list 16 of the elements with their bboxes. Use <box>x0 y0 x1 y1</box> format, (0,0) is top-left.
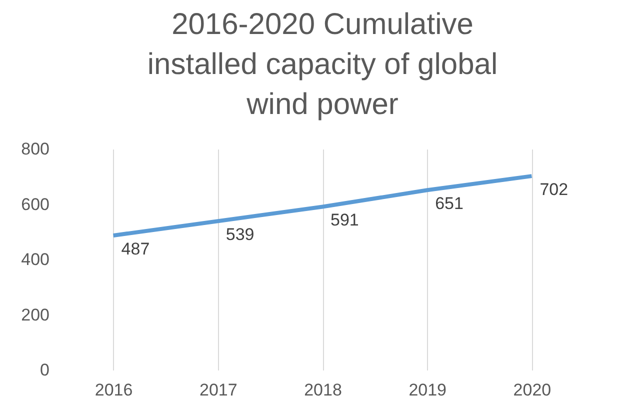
chart-title: 2016-2020 Cumulative installed capacity of global wind power <box>147 8 498 121</box>
y-tick-label: 600 <box>21 194 50 214</box>
data-label: 591 <box>330 210 359 230</box>
data-label: 702 <box>540 180 568 200</box>
y-tick-label: 200 <box>21 305 50 324</box>
x-tick-label: 2020 <box>513 380 552 400</box>
x-tick-label: 2017 <box>199 380 238 400</box>
y-tick-label: 800 <box>21 140 50 158</box>
data-label: 651 <box>435 194 464 214</box>
x-tick-label: 2018 <box>304 380 342 400</box>
x-tick-label: 2019 <box>408 380 447 400</box>
data-label: 539 <box>226 225 254 244</box>
y-tick-label: 0 <box>40 360 50 380</box>
data-label: 487 <box>121 239 150 258</box>
y-tick-label: 400 <box>21 250 50 269</box>
x-tick-label: 2016 <box>94 380 133 400</box>
